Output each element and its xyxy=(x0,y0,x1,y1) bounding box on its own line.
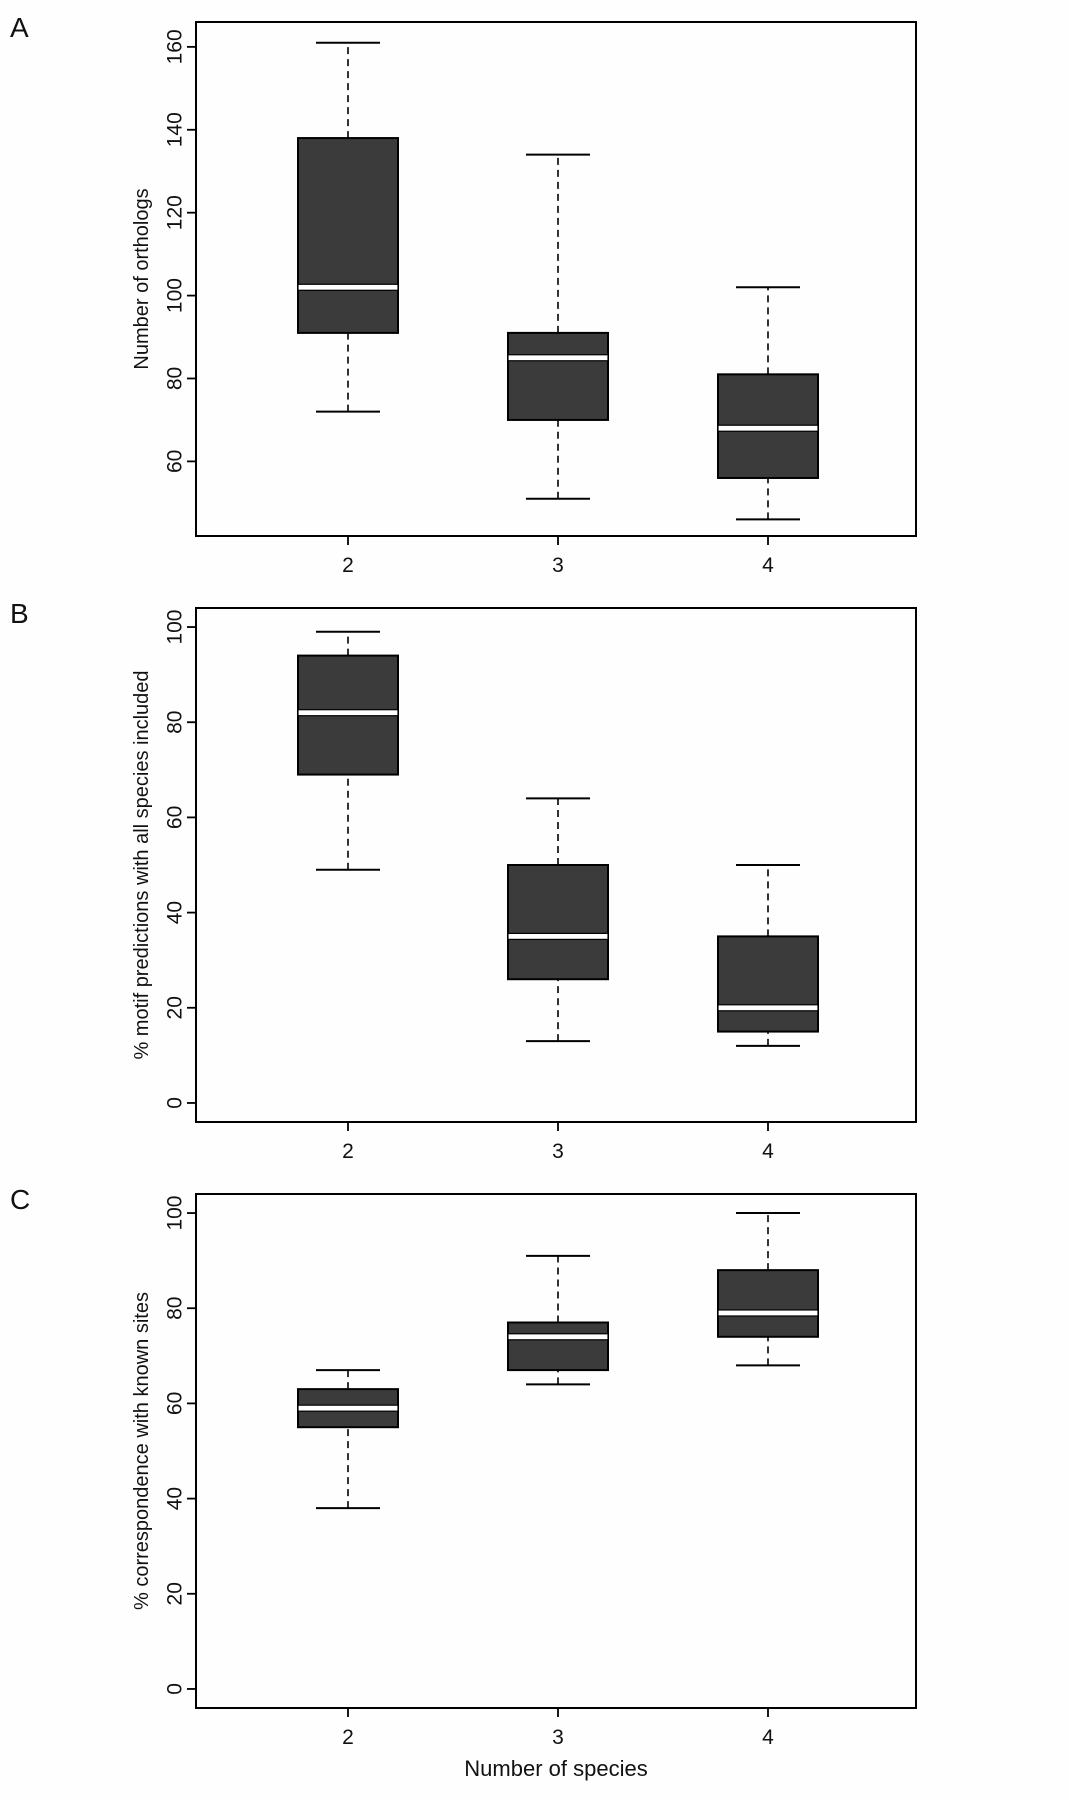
boxplot-chart-c: 0 20 40 60 80 100 2 3 4 xyxy=(163,1193,917,1749)
y-tick-label: 40 xyxy=(163,1487,186,1510)
panel-b: B % motif predictions with all species i… xyxy=(0,592,1069,1177)
median-line xyxy=(507,932,609,940)
plot-border xyxy=(195,21,917,537)
median-line xyxy=(297,283,399,291)
y-tick-label: 60 xyxy=(163,806,186,829)
y-tick-label: 100 xyxy=(163,1196,186,1231)
y-tick-label: 0 xyxy=(163,1683,186,1695)
plot-border xyxy=(195,1193,917,1709)
iqr-box xyxy=(717,1269,819,1338)
y-tick-label: 120 xyxy=(163,195,186,230)
y-tick-label: 20 xyxy=(163,1582,186,1605)
y-tick-label: 80 xyxy=(163,1297,186,1320)
y-tick-label: 80 xyxy=(163,711,186,734)
x-axis-title: Number of species xyxy=(464,1756,648,1781)
median-line xyxy=(297,1404,399,1412)
x-tick-label: 2 xyxy=(342,1726,354,1749)
x-tick-label: 3 xyxy=(552,1140,564,1163)
panel-a: A Number of orthologs 60 80 100 120 140 160 2 3… xyxy=(0,6,1069,591)
boxplot-chart-b: 0 20 40 60 80 100 2 3 4 xyxy=(163,607,917,1163)
iqr-box xyxy=(717,935,819,1033)
x-tick-label: 2 xyxy=(342,554,354,577)
y-tick-label: 100 xyxy=(163,610,186,645)
x-tick-label: 4 xyxy=(762,1140,774,1163)
x-tick-label: 4 xyxy=(762,554,774,577)
y-tick-label: 100 xyxy=(163,278,186,313)
plot-border xyxy=(195,607,917,1123)
x-tick-label: 3 xyxy=(552,1726,564,1749)
x-tick-label: 3 xyxy=(552,554,564,577)
median-line xyxy=(507,354,609,362)
panel-label-b: B xyxy=(10,598,30,629)
y-tick-label: 20 xyxy=(163,996,186,1019)
median-line xyxy=(507,1333,609,1341)
y-tick-label: 60 xyxy=(163,1392,186,1415)
median-line xyxy=(297,709,399,717)
iqr-box xyxy=(297,137,399,334)
y-tick-label: 60 xyxy=(163,450,186,473)
iqr-box xyxy=(507,1321,609,1372)
x-tick-label: 2 xyxy=(342,1140,354,1163)
panel-c: C % correspondence with known sites 0 20 4… xyxy=(0,1178,1069,1763)
iqr-box xyxy=(507,864,609,981)
boxplot-chart-a: 60 80 100 120 140 160 2 3 4 xyxy=(163,21,917,577)
panel-label-a: A xyxy=(10,12,30,43)
x-tick-label: 4 xyxy=(762,1726,774,1749)
median-line xyxy=(717,424,819,432)
y-tick-label: 160 xyxy=(163,29,186,64)
median-line xyxy=(717,1309,819,1317)
y-tick-label: 80 xyxy=(163,367,186,390)
y-tick-label: 0 xyxy=(163,1097,186,1109)
iqr-box xyxy=(507,331,609,421)
median-line xyxy=(717,1004,819,1012)
panel-label-c: C xyxy=(10,1184,32,1215)
y-tick-label: 140 xyxy=(163,112,186,147)
y-tick-label: 40 xyxy=(163,901,186,924)
